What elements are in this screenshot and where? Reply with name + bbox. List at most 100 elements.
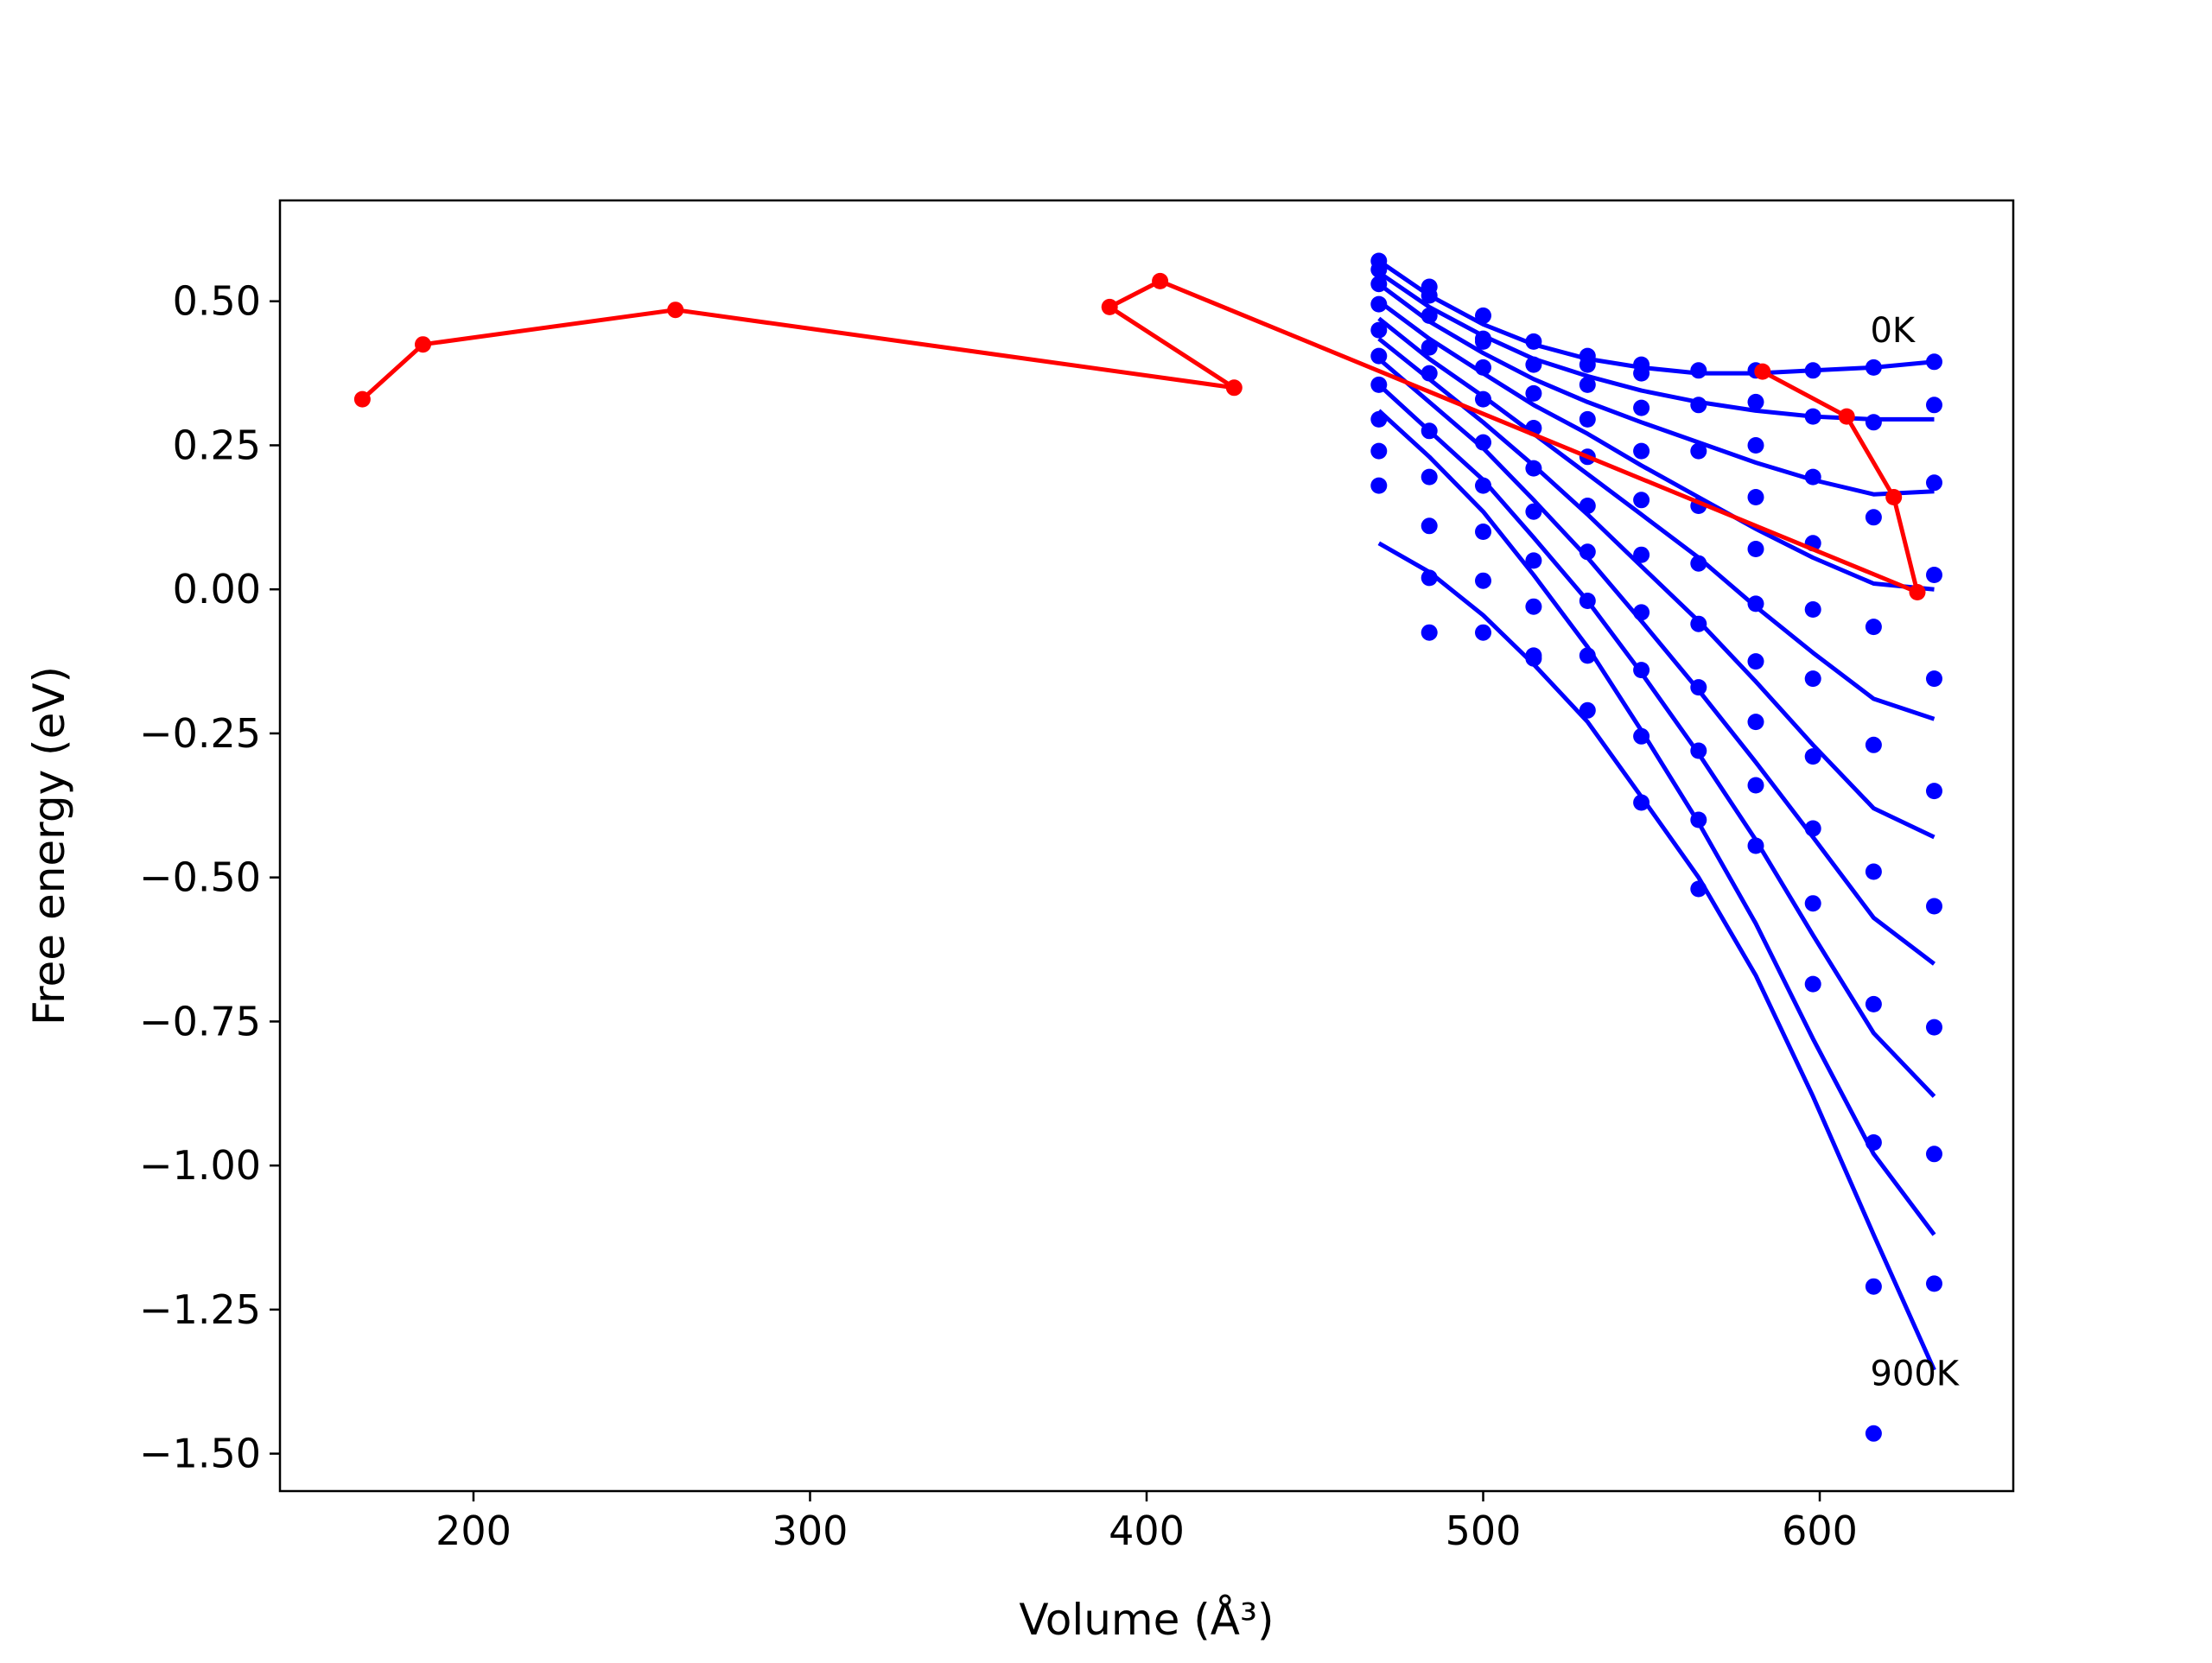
data-point [1370,295,1388,313]
data-point [1421,517,1438,535]
data-point [1926,670,1942,688]
data-point [1370,276,1388,293]
y-tick-label: −1.25 [139,1286,261,1333]
data-point [1633,442,1650,460]
data-point [1421,287,1438,304]
y-tick-label: −0.75 [139,998,261,1044]
data-point [1525,333,1542,350]
data-point [1579,543,1596,561]
red-path-point [415,336,431,353]
y-tick-label: −0.25 [139,710,261,757]
data-point [1926,898,1942,915]
x-tick-label: 600 [1782,1507,1858,1554]
data-point [1690,442,1707,460]
data-point [1747,393,1764,410]
temperature-annotation: 900K [1870,1354,1960,1393]
data-point [1475,307,1491,324]
red-path-series [353,272,1926,600]
data-point [1525,460,1542,477]
data-point [1370,442,1388,460]
data-point [1690,362,1707,379]
data-point [1421,624,1438,641]
data-point [1633,794,1650,811]
red-path-point [1754,363,1771,380]
data-point [1579,356,1596,373]
temperature-annotation: 0K [1870,311,1916,351]
data-point [1421,365,1438,382]
data-point [1690,679,1707,696]
data-point [1690,397,1707,414]
data-point [1926,1146,1942,1163]
data-point [1475,572,1491,589]
data-point [1421,339,1438,356]
red-path-point [1101,298,1118,315]
data-point [1804,408,1821,425]
data-point [1421,569,1438,587]
data-point [1865,414,1882,431]
data-point [1579,647,1596,664]
data-point [1747,541,1764,557]
data-point [1926,474,1942,492]
data-point [1926,1019,1942,1036]
data-point [1865,1425,1882,1442]
y-tick-label: −0.50 [139,854,261,901]
data-point [1525,384,1542,402]
data-point [1475,434,1491,451]
fit-curve-6 [1377,357,1936,966]
data-point [1747,837,1764,854]
data-point [1926,567,1942,583]
red-path-point [667,301,684,319]
data-point [1370,477,1388,494]
data-point [1747,777,1764,794]
data-point [1747,714,1764,731]
fit-curve-2 [1377,282,1935,497]
data-point [1926,397,1942,414]
x-tick-label: 300 [772,1507,849,1554]
red-path-point [1225,379,1243,397]
x-tick-label: 200 [435,1507,512,1554]
data-point [1747,653,1764,670]
data-point [1804,601,1821,618]
x-tick-label: 400 [1109,1507,1185,1554]
data-point [1926,1275,1942,1292]
data-point [1804,670,1821,688]
red-path-line [360,278,1920,594]
data-point [1525,503,1542,520]
data-point [1926,353,1942,371]
data-point [1421,307,1438,324]
red-path-point [1838,408,1855,425]
data-point [1690,880,1707,898]
data-point [1475,477,1491,494]
data-point [1804,362,1821,379]
data-points [1370,252,1942,1442]
y-tick-label: 0.25 [173,422,261,468]
data-point [1579,498,1596,514]
data-point [1804,820,1821,837]
fit-curve-1 [1377,270,1935,422]
data-point [1421,468,1438,486]
red-path-point [1152,272,1169,289]
data-point [1690,742,1707,759]
y-tick-label: −1.50 [139,1431,261,1477]
data-point [1747,595,1764,613]
data-point [1804,975,1821,993]
data-point [1633,399,1650,416]
red-path-point [1885,489,1903,505]
data-point [1690,615,1707,632]
data-point [1633,604,1650,621]
data-point [1865,1134,1882,1151]
data-point [1747,437,1764,454]
data-point [1926,783,1942,800]
data-point [1370,376,1388,393]
data-point [1633,662,1650,679]
data-point [1633,365,1650,382]
data-point [1475,359,1491,376]
data-point [1690,555,1707,572]
data-point [1370,321,1388,339]
data-point [1865,1278,1882,1295]
data-point [1579,376,1596,393]
data-point [1579,410,1596,428]
